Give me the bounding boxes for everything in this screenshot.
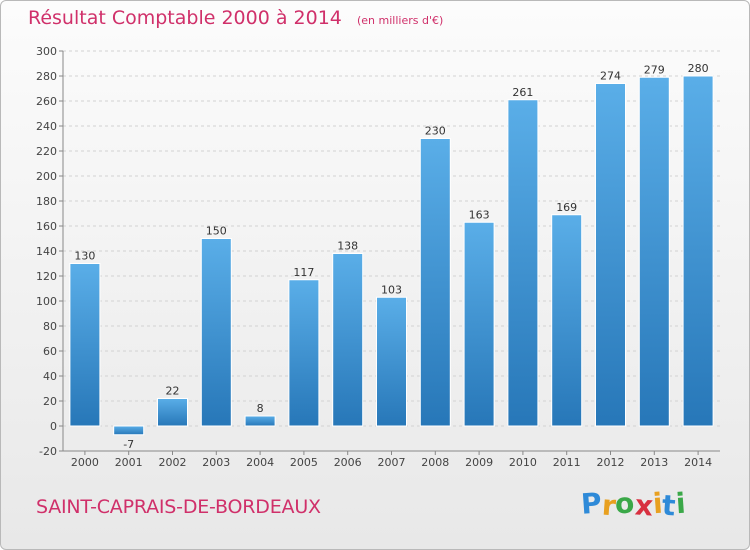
logo-letter: x <box>633 488 654 523</box>
y-tick-label: -20 <box>39 445 57 458</box>
logo-letter: i <box>674 486 687 521</box>
value-label-2001: -7 <box>123 438 134 451</box>
bar-2011 <box>551 214 583 427</box>
value-label-2002: 22 <box>166 385 180 398</box>
y-tick-label: 260 <box>36 95 57 108</box>
y-tick-label: 160 <box>36 220 57 233</box>
x-tick-label-2013: 2013 <box>640 456 668 469</box>
value-label-2003: 150 <box>206 225 227 238</box>
bar-2000 <box>69 263 101 427</box>
chart-header: Résultat Comptable 2000 à 2014 (en milli… <box>28 7 443 29</box>
value-label-2014: 280 <box>688 62 709 75</box>
labels: -20 0 20 40 60 80 100 120 140 160 180 200 220 240 260 2… <box>36 45 712 469</box>
x-tick-label-2004: 2004 <box>246 456 274 469</box>
bar-2005 <box>288 279 320 427</box>
y-tick-label: 220 <box>36 145 57 158</box>
bar-2004 <box>244 415 276 427</box>
value-label-2010: 261 <box>512 86 533 99</box>
bar-2007 <box>376 296 407 427</box>
value-label-2013: 279 <box>644 63 665 76</box>
bars <box>69 75 714 436</box>
x-tick-label-2006: 2006 <box>334 456 362 469</box>
x-tick-label-2008: 2008 <box>421 456 449 469</box>
bar-2013 <box>638 76 670 427</box>
bar-2009 <box>463 221 495 427</box>
x-tick-label-2010: 2010 <box>509 456 537 469</box>
x-tick-label-2002: 2002 <box>159 456 187 469</box>
bar-2014 <box>682 75 714 427</box>
logo-letter: P <box>579 486 603 521</box>
bar-2002 <box>157 398 188 427</box>
x-tick-label-2007: 2007 <box>378 456 406 469</box>
commune-name: SAINT-CAPRAIS-DE-BORDEAUX <box>36 496 321 518</box>
bar-2008 <box>419 138 451 427</box>
value-label-2006: 138 <box>337 240 358 253</box>
chart-title: Résultat Comptable 2000 à 2014 <box>28 7 342 29</box>
y-tick-label: 240 <box>36 120 57 133</box>
y-tick-label: 80 <box>43 320 57 333</box>
chart-subtitle: (en milliers d'€) <box>356 14 444 27</box>
y-tick-label: 300 <box>36 45 57 58</box>
y-tick-label: 120 <box>36 270 57 283</box>
value-label-2011: 169 <box>556 201 577 214</box>
y-tick-label: 180 <box>36 195 57 208</box>
x-tick-label-2014: 2014 <box>684 456 712 469</box>
y-tick-label: 200 <box>36 170 57 183</box>
y-tick-label: 20 <box>43 395 57 408</box>
x-tick-label-2009: 2009 <box>465 456 493 469</box>
x-tick-label-2011: 2011 <box>553 456 581 469</box>
x-tick-label-2001: 2001 <box>115 456 143 469</box>
x-tick-label-2005: 2005 <box>290 456 318 469</box>
bar-2012 <box>595 83 626 427</box>
y-tick-label: 60 <box>43 345 57 358</box>
axes <box>59 50 720 455</box>
y-tick-label: 280 <box>36 70 57 83</box>
value-label-2008: 230 <box>425 125 446 138</box>
value-label-2012: 274 <box>600 70 621 83</box>
bar-2003 <box>200 238 232 427</box>
x-tick-label-2003: 2003 <box>202 456 230 469</box>
value-label-2005: 117 <box>293 266 314 279</box>
x-tick-label-2012: 2012 <box>597 456 625 469</box>
y-tick-label: 100 <box>36 295 57 308</box>
value-label-2004: 8 <box>257 402 264 415</box>
y-tick-label: 0 <box>50 420 57 433</box>
y-tick-label: 140 <box>36 245 57 258</box>
value-label-2000: 130 <box>74 250 95 263</box>
logo-letter: o <box>614 486 636 521</box>
x-tick-label-2000: 2000 <box>71 456 99 469</box>
y-tick-label: 40 <box>43 370 57 383</box>
value-label-2007: 103 <box>381 283 402 296</box>
bar-2010 <box>507 99 539 427</box>
value-label-2009: 163 <box>469 208 490 221</box>
bar-2001 <box>113 425 145 436</box>
proxiti-logo: Proxiti <box>579 486 687 523</box>
bar-2006 <box>332 253 364 427</box>
